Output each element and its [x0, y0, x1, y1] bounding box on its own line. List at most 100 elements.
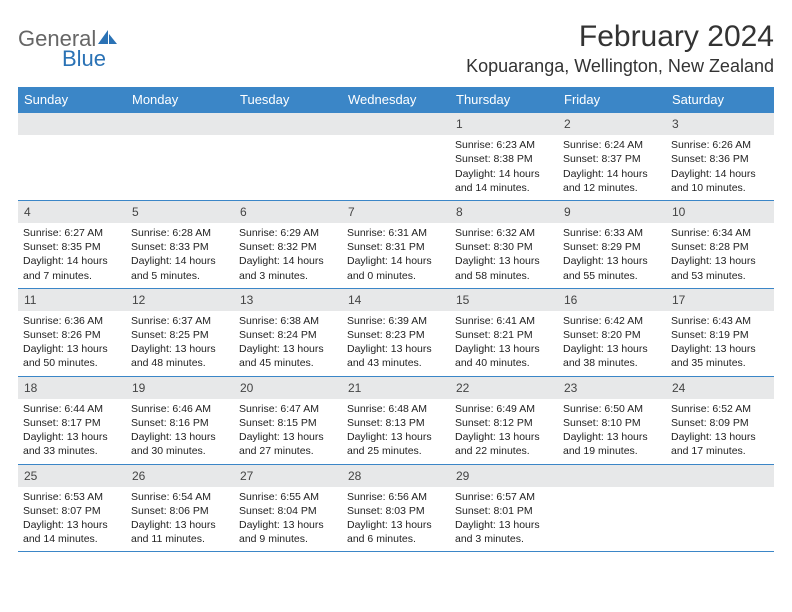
sunset-text: Sunset: 8:30 PM [455, 240, 553, 254]
day-body: Sunrise: 6:38 AMSunset: 8:24 PMDaylight:… [234, 311, 342, 376]
daylight-text2: and 12 minutes. [563, 181, 661, 195]
day-body: Sunrise: 6:54 AMSunset: 8:06 PMDaylight:… [126, 487, 234, 552]
daylight-text: Daylight: 13 hours [671, 254, 769, 268]
day-body: Sunrise: 6:31 AMSunset: 8:31 PMDaylight:… [342, 223, 450, 288]
day-cell: 2Sunrise: 6:24 AMSunset: 8:37 PMDaylight… [558, 113, 666, 200]
sunset-text: Sunset: 8:10 PM [563, 416, 661, 430]
day-body: Sunrise: 6:36 AMSunset: 8:26 PMDaylight:… [18, 311, 126, 376]
sunrise-text: Sunrise: 6:26 AM [671, 138, 769, 152]
daylight-text2: and 43 minutes. [347, 356, 445, 370]
week-row: 11Sunrise: 6:36 AMSunset: 8:26 PMDayligh… [18, 288, 774, 376]
day-number [666, 465, 774, 487]
day-number: 4 [18, 201, 126, 223]
sunset-text: Sunset: 8:06 PM [131, 504, 229, 518]
day-cell: 10Sunrise: 6:34 AMSunset: 8:28 PMDayligh… [666, 201, 774, 288]
day-cell: 12Sunrise: 6:37 AMSunset: 8:25 PMDayligh… [126, 289, 234, 376]
weekday-header-row: SundayMondayTuesdayWednesdayThursdayFrid… [18, 87, 774, 112]
day-cell: 23Sunrise: 6:50 AMSunset: 8:10 PMDayligh… [558, 377, 666, 464]
month-title: February 2024 [466, 20, 774, 54]
weekday-header: Sunday [18, 87, 126, 112]
daylight-text: Daylight: 14 hours [131, 254, 229, 268]
logo: General Blue [18, 20, 119, 72]
day-cell: 6Sunrise: 6:29 AMSunset: 8:32 PMDaylight… [234, 201, 342, 288]
sunset-text: Sunset: 8:35 PM [23, 240, 121, 254]
week-row: 25Sunrise: 6:53 AMSunset: 8:07 PMDayligh… [18, 464, 774, 553]
day-body: Sunrise: 6:56 AMSunset: 8:03 PMDaylight:… [342, 487, 450, 552]
daylight-text2: and 14 minutes. [455, 181, 553, 195]
sunset-text: Sunset: 8:09 PM [671, 416, 769, 430]
day-cell: 4Sunrise: 6:27 AMSunset: 8:35 PMDaylight… [18, 201, 126, 288]
day-cell: 21Sunrise: 6:48 AMSunset: 8:13 PMDayligh… [342, 377, 450, 464]
location: Kopuaranga, Wellington, New Zealand [466, 56, 774, 77]
sunrise-text: Sunrise: 6:47 AM [239, 402, 337, 416]
day-cell: 24Sunrise: 6:52 AMSunset: 8:09 PMDayligh… [666, 377, 774, 464]
day-number: 28 [342, 465, 450, 487]
day-number: 27 [234, 465, 342, 487]
sunrise-text: Sunrise: 6:50 AM [563, 402, 661, 416]
weekday-header: Thursday [450, 87, 558, 112]
weekday-header: Tuesday [234, 87, 342, 112]
daylight-text2: and 50 minutes. [23, 356, 121, 370]
sunset-text: Sunset: 8:19 PM [671, 328, 769, 342]
daylight-text2: and 58 minutes. [455, 269, 553, 283]
day-number: 20 [234, 377, 342, 399]
day-number: 24 [666, 377, 774, 399]
day-number: 22 [450, 377, 558, 399]
sunrise-text: Sunrise: 6:44 AM [23, 402, 121, 416]
day-cell: 13Sunrise: 6:38 AMSunset: 8:24 PMDayligh… [234, 289, 342, 376]
day-number: 16 [558, 289, 666, 311]
day-cell: 16Sunrise: 6:42 AMSunset: 8:20 PMDayligh… [558, 289, 666, 376]
daylight-text: Daylight: 13 hours [23, 518, 121, 532]
day-number [126, 113, 234, 135]
sunrise-text: Sunrise: 6:48 AM [347, 402, 445, 416]
day-cell: 15Sunrise: 6:41 AMSunset: 8:21 PMDayligh… [450, 289, 558, 376]
sunrise-text: Sunrise: 6:28 AM [131, 226, 229, 240]
day-body: Sunrise: 6:41 AMSunset: 8:21 PMDaylight:… [450, 311, 558, 376]
day-body: Sunrise: 6:53 AMSunset: 8:07 PMDaylight:… [18, 487, 126, 552]
day-number: 11 [18, 289, 126, 311]
daylight-text: Daylight: 13 hours [239, 342, 337, 356]
daylight-text: Daylight: 13 hours [455, 254, 553, 268]
day-number: 29 [450, 465, 558, 487]
daylight-text2: and 35 minutes. [671, 356, 769, 370]
daylight-text2: and 7 minutes. [23, 269, 121, 283]
daylight-text: Daylight: 14 hours [347, 254, 445, 268]
sunrise-text: Sunrise: 6:34 AM [671, 226, 769, 240]
day-number [234, 113, 342, 135]
day-body: Sunrise: 6:46 AMSunset: 8:16 PMDaylight:… [126, 399, 234, 464]
day-number [342, 113, 450, 135]
week-row: 4 Sunrise: 6:27 AMSunset: 8:35 PM Daylight… [18, 200, 774, 288]
day-cell: 19Sunrise: 6:46 AMSunset: 8:16 PMDayligh… [126, 377, 234, 464]
day-body: Sunrise: 6:48 AMSunset: 8:13 PMDaylight:… [342, 399, 450, 464]
day-cell [342, 113, 450, 200]
sunrise-text: Sunrise: 6:29 AM [239, 226, 337, 240]
daylight-text2: and 55 minutes. [563, 269, 661, 283]
daylight-text: Daylight: 13 hours [455, 430, 553, 444]
daylight-text: Daylight: 13 hours [347, 518, 445, 532]
sunrise-text: Sunrise: 6:31 AM [347, 226, 445, 240]
day-cell: 8Sunrise: 6:32 AMSunset: 8:30 PMDaylight… [450, 201, 558, 288]
day-number: 21 [342, 377, 450, 399]
weekday-header: Friday [558, 87, 666, 112]
daylight-text: Daylight: 14 hours [671, 167, 769, 181]
sunrise-text: Sunrise: 6:24 AM [563, 138, 661, 152]
day-cell: 27Sunrise: 6:55 AMSunset: 8:04 PMDayligh… [234, 465, 342, 552]
daylight-text2: and 27 minutes. [239, 444, 337, 458]
day-cell: 5Sunrise: 6:28 AMSunset: 8:33 PMDaylight… [126, 201, 234, 288]
day-body: Sunrise: 6:29 AMSunset: 8:32 PMDaylight:… [234, 223, 342, 288]
day-number: 7 [342, 201, 450, 223]
daylight-text: Daylight: 13 hours [671, 430, 769, 444]
sunrise-text: Sunrise: 6:32 AM [455, 226, 553, 240]
sunrise-text: Sunrise: 6:27 AM [23, 226, 121, 240]
weekday-header: Monday [126, 87, 234, 112]
sunset-text: Sunset: 8:12 PM [455, 416, 553, 430]
sunrise-text: Sunrise: 6:38 AM [239, 314, 337, 328]
daylight-text: Daylight: 13 hours [671, 342, 769, 356]
sunset-text: Sunset: 8:38 PM [455, 152, 553, 166]
sunset-text: Sunset: 8:24 PM [239, 328, 337, 342]
weekday-header: Saturday [666, 87, 774, 112]
daylight-text2: and 10 minutes. [671, 181, 769, 195]
day-body: Sunrise: 6:42 AMSunset: 8:20 PMDaylight:… [558, 311, 666, 376]
daylight-text: Daylight: 13 hours [347, 342, 445, 356]
daylight-text: Daylight: 13 hours [563, 254, 661, 268]
